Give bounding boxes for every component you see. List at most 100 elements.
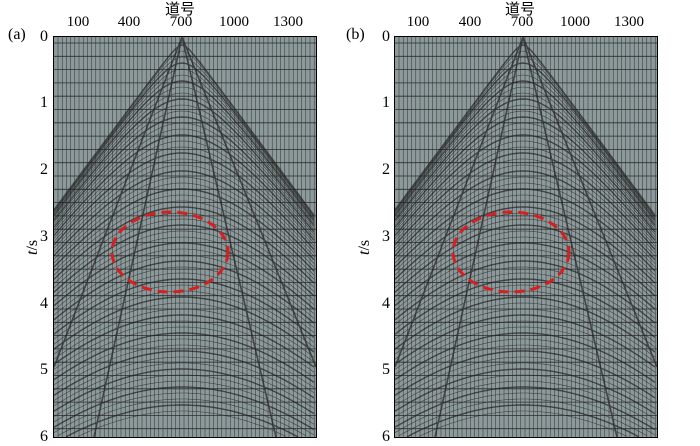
reflection-event (395, 350, 656, 399)
reflection-event (395, 104, 656, 228)
reflection-event (395, 314, 656, 368)
reflection-event (54, 188, 315, 272)
reflection-event (395, 254, 656, 319)
reflection-event (54, 296, 315, 353)
reflection-event (54, 74, 315, 220)
x-tick: 1300 (614, 14, 644, 30)
x-tick: 400 (458, 14, 482, 30)
reflection-event (54, 242, 315, 310)
reflection-event (65, 404, 299, 437)
reflection-event (395, 356, 656, 404)
reflection-event (54, 350, 315, 399)
reflection-event (54, 356, 315, 404)
reflection-event (395, 290, 656, 348)
reflection-event (54, 86, 315, 223)
direct-arrival (181, 37, 277, 437)
reflection-event (395, 332, 656, 383)
x-tick: 100 (406, 14, 430, 30)
seismic-section-graphic (54, 37, 316, 437)
reflection-event (395, 176, 656, 264)
reflection-event (395, 284, 656, 343)
reflection-event (395, 194, 656, 276)
reflection-event (395, 152, 656, 250)
reflection-event (54, 152, 315, 250)
reflection-event (54, 146, 315, 247)
y-tick: 5 (382, 361, 390, 378)
reflection-event (54, 260, 315, 324)
y-tick: 3 (40, 228, 48, 245)
panel-label: (b) (346, 26, 365, 43)
reflection-event (395, 92, 656, 224)
reflection-event (54, 362, 315, 409)
reflection-event (395, 86, 656, 223)
x-axis-title: 道号 (164, 2, 195, 18)
reflection-event (54, 140, 315, 244)
reflection-event (395, 158, 656, 254)
reflection-event (54, 80, 315, 221)
reflection-event (54, 134, 315, 241)
highlight-ellipse (110, 210, 230, 294)
x-tick: 1300 (273, 14, 303, 30)
reflection-event (77, 410, 287, 437)
direct-arrival (395, 37, 524, 368)
reflection-event (395, 326, 656, 378)
x-axis-title: 道号 (504, 2, 535, 18)
reflection-event (395, 128, 656, 238)
reflection-event (395, 50, 656, 216)
y-tick: 6 (382, 428, 390, 445)
y-tick: 1 (382, 94, 390, 111)
x-tick: 700 (510, 14, 534, 30)
reflection-event (54, 230, 315, 301)
reflection-event (54, 326, 315, 378)
reflection-event (395, 368, 656, 415)
seismic-section-graphic (395, 37, 657, 437)
reflection-event (54, 92, 315, 224)
reflection-event (54, 56, 315, 217)
reflection-event (406, 404, 640, 437)
reflection-event (395, 236, 656, 305)
reflection-event (395, 122, 656, 235)
reflection-event (54, 206, 315, 284)
reflection-event (395, 344, 656, 393)
direct-arrival (522, 37, 657, 368)
reflection-event (395, 110, 656, 230)
y-tick: 6 (40, 428, 48, 445)
x-tick: 1000 (560, 14, 590, 30)
reflection-event (395, 320, 656, 373)
y-tick: 2 (40, 161, 48, 178)
reflection-event (395, 80, 656, 221)
reflection-event (54, 164, 315, 257)
reflection-event (54, 374, 315, 420)
reflection-event (54, 194, 315, 276)
reflection-event (54, 182, 315, 268)
reflection-event (54, 380, 315, 425)
reflection-event (54, 254, 315, 319)
direct-arrival (93, 37, 183, 437)
reflection-event (54, 122, 315, 235)
reflection-event (54, 338, 315, 388)
reflection-event (395, 302, 656, 358)
reflection-event (395, 260, 656, 324)
reflection-event (395, 134, 656, 241)
reflection-event (54, 332, 315, 383)
reflection-event (395, 56, 656, 217)
seismic-section-plot (394, 36, 658, 438)
reflection-event (54, 272, 315, 333)
reflection-event (54, 284, 315, 343)
reflection-event (395, 362, 656, 409)
reflection-event (395, 248, 656, 315)
reflection-event (54, 386, 315, 431)
reflection-event (54, 248, 315, 315)
y-tick: 4 (382, 295, 390, 312)
seismic-section-plot (53, 36, 317, 438)
direct-arrival (434, 37, 524, 437)
reflection-event (395, 308, 656, 363)
reflection-event (395, 116, 656, 233)
direct-arrival (522, 37, 618, 437)
x-tick: 400 (117, 14, 141, 30)
reflection-event (54, 158, 315, 254)
reflection-event (54, 368, 315, 415)
reflection-event (395, 296, 656, 353)
reflection-event (395, 278, 656, 338)
reflection-event (54, 116, 315, 233)
